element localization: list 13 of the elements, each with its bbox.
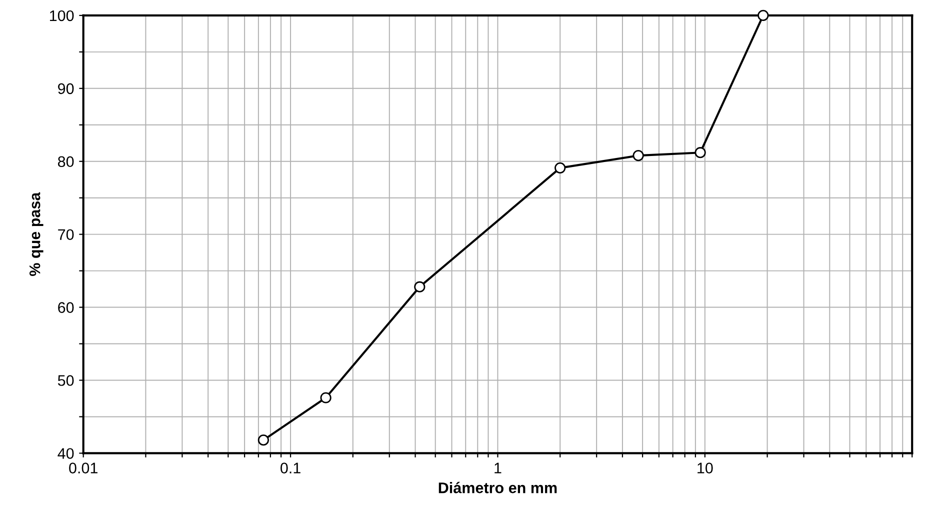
x-axis-title: Diámetro en mm — [438, 482, 557, 494]
x-tick-label: 0.01 — [69, 462, 98, 474]
y-tick-label: 40 — [58, 448, 74, 459]
x-tick-label: 0.1 — [280, 462, 300, 474]
y-tick-label: 50 — [58, 375, 74, 386]
x-tick-label: 10 — [698, 462, 713, 474]
y-tick-label: 60 — [58, 302, 74, 313]
y-tick-label: 90 — [58, 83, 74, 94]
y-axis-title: % que pasa — [29, 192, 44, 276]
y-tick-label: 100 — [50, 10, 74, 22]
y-tick-label: 80 — [58, 156, 74, 168]
x-tick-label: 1 — [494, 462, 502, 474]
y-tick-label: 70 — [58, 229, 74, 240]
